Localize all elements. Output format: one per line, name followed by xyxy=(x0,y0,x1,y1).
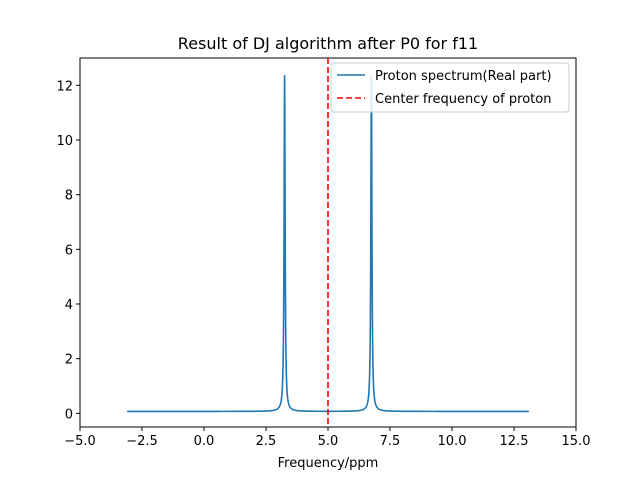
x-tick-label: −2.5 xyxy=(126,434,158,449)
x-tick-label: 10.0 xyxy=(438,434,467,449)
y-axis: 0 2 4 6 8 10 12 xyxy=(56,79,80,422)
y-tick-label: 4 xyxy=(65,298,73,313)
legend-box xyxy=(330,62,570,113)
series-layer xyxy=(126,58,530,427)
legend: Proton spectrum(Real part) Center freque… xyxy=(330,62,570,113)
y-tick-label: 6 xyxy=(65,243,73,258)
x-axis: −5.0 −2.5 0.0 2.5 5.0 7.5 10.0 12.5 15.0 xyxy=(64,427,590,449)
y-tick-label: 10 xyxy=(56,134,73,149)
x-tick-label: 0.0 xyxy=(194,434,215,449)
y-tick-label: 2 xyxy=(65,353,73,368)
x-tick-label: 15.0 xyxy=(562,434,591,449)
chart-title: Result of DJ algorithm after P0 for f11 xyxy=(178,34,478,53)
x-axis-label: Frequency/ppm xyxy=(278,456,379,471)
y-tick-label: 12 xyxy=(56,79,73,94)
legend-label-proton-spectrum: Proton spectrum(Real part) xyxy=(375,69,552,84)
x-tick-label: 5.0 xyxy=(318,434,339,449)
x-tick-label: −5.0 xyxy=(64,434,96,449)
x-tick-label: 2.5 xyxy=(256,434,277,449)
x-tick-label: 7.5 xyxy=(380,434,401,449)
legend-label-center-frequency: Center frequency of proton xyxy=(375,92,551,107)
x-tick-label: 12.5 xyxy=(500,434,529,449)
y-tick-label: 0 xyxy=(65,407,73,422)
y-tick-label: 8 xyxy=(65,189,73,204)
